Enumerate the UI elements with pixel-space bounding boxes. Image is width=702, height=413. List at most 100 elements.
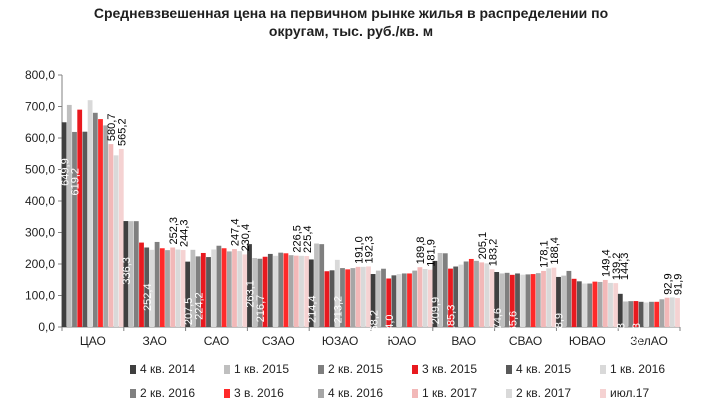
bar-ювао-1-кв-2017 xyxy=(602,279,608,327)
bar-юао-1-кв-2016 xyxy=(396,274,402,327)
data-label-сзао-4-кв-2014: 263,1 xyxy=(245,280,257,308)
data-label-цао-2-кв-2015: 619,2 xyxy=(70,168,82,196)
data-label-зелао-1-кв-2017: 92,9 xyxy=(662,273,674,294)
data-label-сзао-1-кв-2017: 226,5 xyxy=(292,225,304,253)
bar-сзао-июл-17 xyxy=(304,255,310,327)
y-tick-label: 500,0 xyxy=(25,163,55,177)
legend-label-3-в-2016: 3 в. 2016 xyxy=(234,386,284,400)
bar-юзао-3-кв-2015 xyxy=(324,271,330,327)
data-label-свао-4-кв-2014: 174,6 xyxy=(492,308,504,336)
bar-цао-2-кв-2015 xyxy=(72,131,77,327)
bar-зао-3-в-2016 xyxy=(159,248,165,327)
data-label-свао-3-кв-2015: 165,6 xyxy=(508,311,520,339)
bar-зелао-2-кв-2017 xyxy=(669,297,675,327)
bar-юао-4-кв-2016 xyxy=(412,270,418,327)
bar-зао-2-кв-2015 xyxy=(133,221,139,327)
bar-сзао-1-кв-2017 xyxy=(293,255,299,327)
bar-цао-4-кв-2014 xyxy=(61,122,67,328)
y-tick-label: 800,0 xyxy=(25,68,55,82)
bar-ювао-3-кв-2015 xyxy=(571,278,577,327)
x-tick-label-сао: САО xyxy=(204,334,229,348)
legend-swatch-4-кв-2016 xyxy=(318,389,324,398)
bar-ювао-3-в-2016 xyxy=(592,281,598,327)
chart-title-line-1: Средневзвешенная цена на первичном рынке… xyxy=(93,5,609,21)
bar-цао-1-кв-2017 xyxy=(108,144,114,327)
bar-свао-4-кв-2015 xyxy=(515,273,520,327)
bar-сао-1-кв-2016 xyxy=(211,249,217,327)
bar-зао-июл-17 xyxy=(180,250,186,327)
bar-сао-4-кв-2016 xyxy=(226,251,232,327)
bar-зао-3-кв-2015 xyxy=(139,242,144,327)
bar-вао-июл-17 xyxy=(489,269,495,327)
data-label-ювао-июл-17: 144,3 xyxy=(619,253,631,281)
bar-цао-2-кв-2017 xyxy=(113,155,119,327)
bar-зелао-июл-17 xyxy=(675,298,680,327)
bar-свао-2-кв-2017 xyxy=(546,268,552,327)
bar-вао-2-кв-2015 xyxy=(442,253,448,327)
data-label-сзао-2-кв-2015: 216,7 xyxy=(255,295,267,323)
bar-сзао-4-кв-2016 xyxy=(288,255,294,327)
legend-swatch-2-кв-2016 xyxy=(130,389,136,398)
bar-зелао-3-в-2016 xyxy=(654,301,660,327)
bar-юао-4-кв-2014 xyxy=(370,274,376,327)
bar-юзао-1-кв-2016 xyxy=(334,259,340,327)
bar-цао-4-кв-2015 xyxy=(82,131,88,327)
bar-свао-июл-17 xyxy=(551,267,557,327)
data-label-сзао-июл-17: 225,4 xyxy=(302,225,314,253)
legend-label-2-кв-2017: 2 кв. 2017 xyxy=(516,386,571,400)
bar-сао-4-кв-2014 xyxy=(185,261,191,327)
data-label-сао-июл-17: 230,4 xyxy=(240,224,252,252)
bar-зелао-1-кв-2015 xyxy=(623,301,628,327)
bar-сао-4-кв-2015 xyxy=(206,257,211,327)
bar-свао-3-кв-2015 xyxy=(509,274,515,327)
bar-сзао-1-кв-2015 xyxy=(252,258,258,327)
legend-swatch-июл-17 xyxy=(600,389,606,398)
legend-swatch-4-кв-2014 xyxy=(130,365,136,374)
bar-вао-2-кв-2017 xyxy=(484,263,490,327)
legend-label-4-кв-2016: 4 кв. 2016 xyxy=(328,386,383,400)
bar-ювао-июл-17 xyxy=(613,283,619,327)
data-label-ювао-4-кв-2014: 158,9 xyxy=(554,313,566,341)
bar-сзао-1-кв-2016 xyxy=(273,255,278,327)
legend-swatch-1-кв-2016 xyxy=(600,365,606,374)
bar-вао-3-в-2016 xyxy=(468,258,474,327)
data-label-юао-июл-17: 181,9 xyxy=(426,239,438,267)
data-label-цао-4-кв-2014: 649,9 xyxy=(59,158,71,186)
bar-юао-3-кв-2015 xyxy=(386,278,392,327)
legend-label-2-кв-2016: 2 кв. 2016 xyxy=(140,386,195,400)
bar-юао-2-кв-2017 xyxy=(422,269,428,327)
bar-зао-1-кв-2017 xyxy=(170,247,176,327)
x-tick-label-зелао: ЗелАО xyxy=(630,334,668,348)
bar-юао-2-кв-2016 xyxy=(401,273,407,327)
bar-ювао-4-кв-2016 xyxy=(597,281,603,327)
data-label-юзао-1-кв-2017: 191,0 xyxy=(353,236,365,264)
bar-юао-июл-17 xyxy=(427,269,433,327)
legend-label-1-кв-2016: 1 кв. 2016 xyxy=(610,362,665,376)
data-label-вао-4-кв-2014: 209,9 xyxy=(430,297,442,325)
x-tick-label-вао: ВАО xyxy=(451,334,476,348)
bar-юао-1-кв-2017 xyxy=(417,267,423,327)
bar-юзао-2-кв-2015 xyxy=(319,244,325,327)
x-tick-label-юзао: ЮЗАО xyxy=(322,334,358,348)
y-tick-label: 300,0 xyxy=(25,226,55,240)
bar-зао-2-кв-2016 xyxy=(154,241,160,327)
data-label-юао-3-кв-2015: 154,0 xyxy=(384,314,396,342)
legend-label-2-кв-2015: 2 кв. 2015 xyxy=(328,362,383,376)
bar-сао-2-кв-2016 xyxy=(216,245,222,327)
bar-вао-4-кв-2015 xyxy=(453,266,459,327)
data-label-сао-2-кв-2015: 224,2 xyxy=(193,292,205,320)
bar-вао-1-кв-2016 xyxy=(458,264,464,327)
legend-label-июл-17: июл.17 xyxy=(610,386,649,400)
data-label-сао-1-кв-2017: 247,4 xyxy=(230,219,242,247)
bar-зелао-1-кв-2017 xyxy=(664,297,670,327)
data-label-ювао-1-кв-2017: 149,4 xyxy=(601,249,613,277)
bar-сао-1-кв-2017 xyxy=(232,249,237,327)
bar-цао-июл-17 xyxy=(118,148,124,327)
bar-зелао-4-кв-2014 xyxy=(617,293,623,327)
chart-title-line-2: округам, тыс. руб./кв. м xyxy=(268,23,434,39)
bar-зао-2-кв-2017 xyxy=(175,249,181,327)
bar-ювао-4-кв-2015 xyxy=(576,281,582,327)
data-label-зелао-июл-17: 91,9 xyxy=(673,274,685,295)
